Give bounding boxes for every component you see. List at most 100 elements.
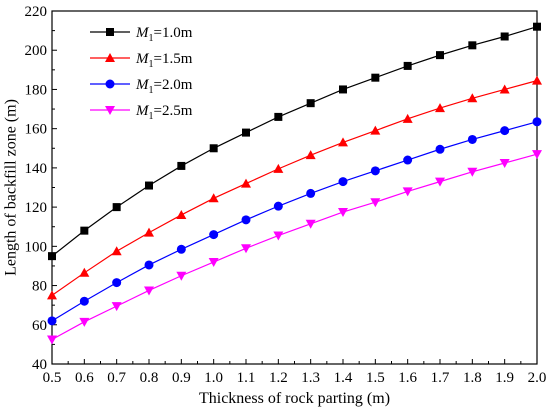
series-line [51,121,538,322]
data-point-triangle-up [111,246,122,256]
x-tick-label: 1.5 [366,370,385,386]
legend-item-4: M1=2.5m [90,103,193,122]
x-tick-label: 0.8 [140,370,159,386]
data-point-triangle-down [79,317,90,327]
data-point-triangle-down [144,286,154,296]
data-point-square [112,203,121,212]
legend-item-1: M1=1.0m [90,25,193,44]
plot-area-border [51,10,538,365]
data-point-triangle-up [105,53,115,62]
x-tick-label: 0.7 [107,370,126,386]
x-tick-label: 1.8 [463,370,482,386]
data-point-circle [112,278,122,288]
data-point-circle [370,166,380,176]
x-tick-label: 0.5 [43,370,62,386]
legend-label: M1=2.0m [135,77,193,96]
data-point-triangle-down [305,219,316,229]
data-point-triangle-up [273,163,284,173]
y-tick-label: 120 [25,200,48,216]
series-2 [47,75,542,300]
data-point-square [274,112,283,121]
legend-label: M1=1.0m [135,25,193,44]
data-point-triangle-up [435,103,445,113]
data-point-triangle-up [176,209,187,219]
data-point-circle [176,244,186,254]
y-tick-label: 160 [25,122,48,138]
x-axis-ticks: 0.5 0.6 0.7 0.8 0.9 1.0 1.1 1.2 1.3 1.4 1.5 1.6 1.7 1… [43,359,547,386]
y-tick-label: 40 [32,357,47,373]
data-point-square [403,61,412,70]
y-tick-label: 180 [25,82,48,98]
y-axis-ticks: 40 60 80 100 120 140 160 180 200 220 [25,4,57,373]
data-point-triangle-up [532,75,542,85]
data-point-square [468,41,477,50]
data-point-circle [241,215,251,225]
data-point-triangle-up [241,178,251,188]
data-point-square [339,85,347,94]
data-point-triangle-up [144,227,154,237]
legend-label: M1=2.5m [135,103,193,122]
series-3 [47,117,542,326]
y-tick-label: 140 [25,161,48,177]
data-point-triangle-down [467,167,478,177]
x-tick-label: 1.4 [334,370,353,386]
series-layer [47,22,542,345]
legend-label: M1=1.5m [135,51,193,70]
data-point-triangle-up [499,84,510,94]
legend-item-3: M1=2.0m [90,77,193,96]
x-tick-label: 1.0 [204,370,223,386]
data-point-square [106,28,114,36]
x-axis-title: Thickness of rock parting (m) [199,390,390,407]
x-tick-label: 1.3 [301,370,320,386]
data-point-circle [306,188,316,198]
data-point-circle [338,177,348,187]
data-point-square [500,32,509,41]
data-point-square [209,144,218,153]
data-point-triangle-down [499,158,510,168]
data-point-triangle-up [79,267,90,277]
x-tick-label: 1.1 [237,370,256,386]
data-point-triangle-down [47,335,57,345]
data-point-circle [273,201,283,211]
data-point-circle [532,117,542,127]
data-point-triangle-down [402,187,413,197]
data-point-square [371,73,380,82]
data-point-square [177,161,186,170]
data-point-circle [435,144,445,154]
data-point-triangle-up [47,290,57,300]
y-axis-title: Length of backfill zone (m) [3,99,20,276]
y-tick-label: 220 [25,4,48,20]
data-point-triangle-down [105,106,115,115]
data-point-triangle-down [370,198,381,208]
data-point-square [436,51,444,60]
data-point-triangle-down [435,177,445,187]
plot-frame [51,10,538,365]
data-point-triangle-up [208,193,219,203]
data-point-triangle-up [467,93,478,103]
data-point-square [80,226,89,235]
series-1 [48,22,541,261]
data-point-triangle-down [176,271,187,281]
data-point-triangle-down [208,258,219,268]
data-point-circle [144,260,154,270]
legend: M1=1.0m M1=1.5m M1=2.0m M1=2.5m [90,25,193,122]
data-point-circle [467,134,477,144]
data-point-circle [79,296,89,306]
y-tick-label: 80 [32,279,47,295]
x-tick-label: 0.6 [75,370,94,386]
data-point-triangle-up [370,125,381,135]
data-point-circle [105,79,115,89]
data-point-circle [209,230,219,240]
x-tick-label: 2.0 [528,370,547,386]
series-line [51,26,538,257]
x-tick-label: 1.7 [431,370,450,386]
data-point-circle [500,126,510,136]
series-4 [47,150,542,345]
data-point-triangle-down [241,244,251,254]
x-tick-label: 0.9 [172,370,191,386]
legend-item-2: M1=1.5m [90,51,193,70]
x-tick-label: 1.2 [269,370,288,386]
data-point-triangle-down [532,150,542,160]
series-line [51,80,538,296]
